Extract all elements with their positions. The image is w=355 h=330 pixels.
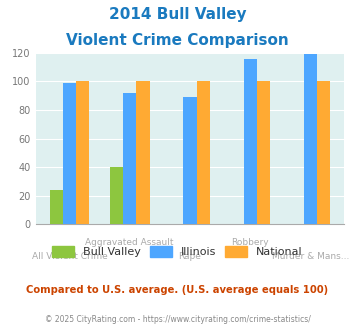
Bar bbox=[304, 54, 317, 224]
Bar bbox=[183, 97, 197, 224]
Text: Compared to U.S. average. (U.S. average equals 100): Compared to U.S. average. (U.S. average … bbox=[26, 285, 329, 295]
Bar bbox=[257, 82, 270, 224]
Text: Rape: Rape bbox=[179, 252, 201, 261]
Bar bbox=[63, 83, 76, 224]
Bar bbox=[110, 167, 123, 224]
Text: Robbery: Robbery bbox=[231, 238, 269, 247]
Bar bbox=[244, 58, 257, 224]
Bar bbox=[76, 82, 89, 224]
Bar bbox=[50, 190, 63, 224]
Text: All Violent Crime: All Violent Crime bbox=[32, 252, 107, 261]
Bar bbox=[317, 82, 330, 224]
Text: Aggravated Assault: Aggravated Assault bbox=[86, 238, 174, 247]
Legend: Bull Valley, Illinois, National: Bull Valley, Illinois, National bbox=[48, 242, 307, 262]
Text: Violent Crime Comparison: Violent Crime Comparison bbox=[66, 33, 289, 48]
Text: 2014 Bull Valley: 2014 Bull Valley bbox=[109, 7, 246, 21]
Text: Murder & Mans...: Murder & Mans... bbox=[272, 252, 349, 261]
Bar bbox=[123, 93, 136, 224]
Text: © 2025 CityRating.com - https://www.cityrating.com/crime-statistics/: © 2025 CityRating.com - https://www.city… bbox=[45, 315, 310, 324]
Bar bbox=[197, 82, 210, 224]
Bar bbox=[136, 82, 149, 224]
